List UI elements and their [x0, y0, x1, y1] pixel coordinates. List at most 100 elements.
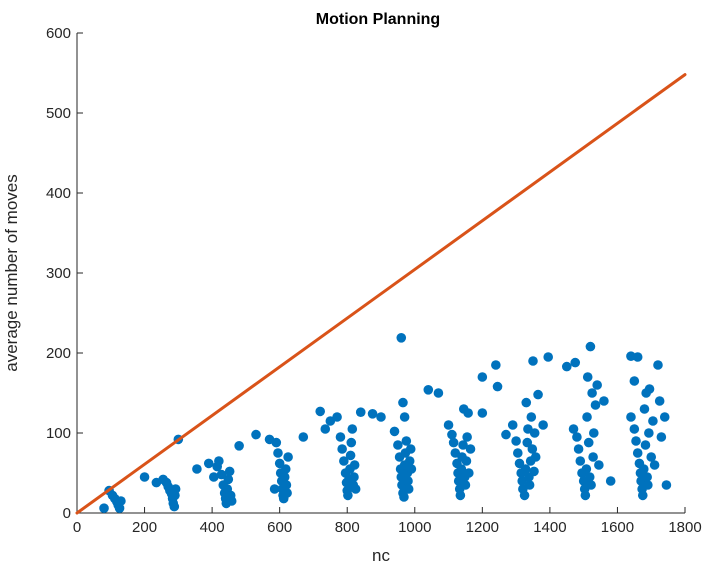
data-point — [527, 444, 538, 454]
data-point — [590, 400, 601, 410]
data-point — [335, 432, 346, 442]
data-point — [401, 436, 412, 446]
data-point — [279, 472, 290, 482]
data-point — [631, 436, 641, 446]
data-point — [367, 409, 378, 419]
data-point — [349, 460, 360, 470]
data-point — [575, 456, 586, 466]
data-point — [638, 464, 649, 474]
x-tick-label: 1800 — [668, 519, 701, 536]
y-tick-label: 200 — [46, 345, 71, 362]
data-point — [568, 424, 579, 434]
data-point — [653, 360, 663, 370]
data-point — [588, 452, 598, 462]
data-point — [226, 496, 237, 506]
data-point — [455, 490, 466, 501]
y-tick-label: 300 — [46, 265, 71, 282]
x-tick-label: 200 — [132, 519, 157, 536]
reference-line — [75, 73, 687, 515]
x-tick-label: 400 — [200, 519, 225, 536]
x-tick-label: 1000 — [398, 519, 431, 536]
data-point — [433, 388, 444, 398]
data-point — [403, 476, 413, 486]
y-tick-label: 0 — [63, 505, 71, 522]
data-point — [526, 412, 537, 422]
data-point — [399, 492, 409, 502]
data-point — [458, 440, 468, 450]
data-point — [139, 472, 150, 482]
data-point — [585, 341, 596, 352]
data-point — [477, 372, 488, 382]
data-point — [656, 432, 667, 442]
data-point — [659, 412, 670, 422]
x-tick-label: 1200 — [466, 519, 499, 536]
data-point — [269, 484, 280, 494]
data-point — [405, 444, 416, 454]
data-point — [501, 429, 511, 440]
data-point — [403, 484, 414, 494]
data-point — [343, 490, 353, 501]
data-point — [581, 464, 592, 474]
x-tick-label: 1400 — [533, 519, 566, 536]
data-point — [320, 424, 331, 434]
data-point — [463, 408, 473, 418]
data-point — [584, 472, 595, 482]
data-point — [626, 412, 636, 422]
data-point — [513, 448, 523, 458]
data-point — [587, 388, 597, 398]
data-point — [529, 466, 539, 477]
data-point — [649, 460, 660, 470]
data-point — [280, 464, 291, 474]
data-point — [644, 428, 654, 438]
data-point — [529, 428, 540, 438]
data-point — [274, 458, 285, 469]
chart-title: Motion Planning — [316, 11, 440, 28]
data-point — [646, 452, 657, 462]
data-point — [648, 416, 658, 426]
data-point — [393, 440, 403, 450]
data-point — [281, 480, 292, 490]
data-point — [273, 448, 283, 458]
data-point — [347, 424, 358, 434]
data-point — [514, 458, 525, 469]
data-point — [543, 352, 553, 362]
data-point — [640, 440, 651, 450]
data-point — [572, 432, 582, 442]
data-point — [492, 381, 503, 392]
data-point — [530, 452, 541, 462]
data-point — [350, 484, 361, 494]
data-point — [632, 448, 643, 458]
x-tick-label: 600 — [267, 519, 292, 536]
data-point — [169, 501, 180, 512]
data-point — [528, 356, 538, 366]
data-point — [589, 428, 599, 438]
data-point — [533, 389, 543, 400]
data-point — [406, 464, 417, 474]
data-point — [582, 412, 592, 422]
x-tick-label: 800 — [335, 519, 360, 536]
data-point — [519, 490, 530, 501]
data-point — [448, 437, 459, 448]
data-point — [477, 408, 488, 418]
x-tick-label: 1600 — [601, 519, 634, 536]
y-tick-label: 500 — [46, 105, 71, 122]
data-point — [580, 490, 591, 501]
data-point — [251, 429, 261, 440]
data-point — [491, 360, 501, 370]
data-point — [642, 472, 652, 482]
data-point — [203, 458, 214, 469]
x-axis-title: nc — [372, 546, 390, 565]
data-point — [605, 476, 616, 486]
data-point — [629, 376, 640, 386]
data-point — [632, 352, 643, 362]
y-tick-label: 600 — [46, 25, 71, 42]
data-point — [99, 503, 109, 513]
data-point — [216, 469, 227, 480]
data-point — [456, 464, 467, 474]
data-point — [507, 420, 518, 430]
x-tick-label: 0 — [73, 519, 81, 536]
y-axis-title: average number of moves — [2, 174, 21, 372]
y-tick-label: 400 — [46, 185, 71, 202]
data-point — [461, 456, 472, 466]
